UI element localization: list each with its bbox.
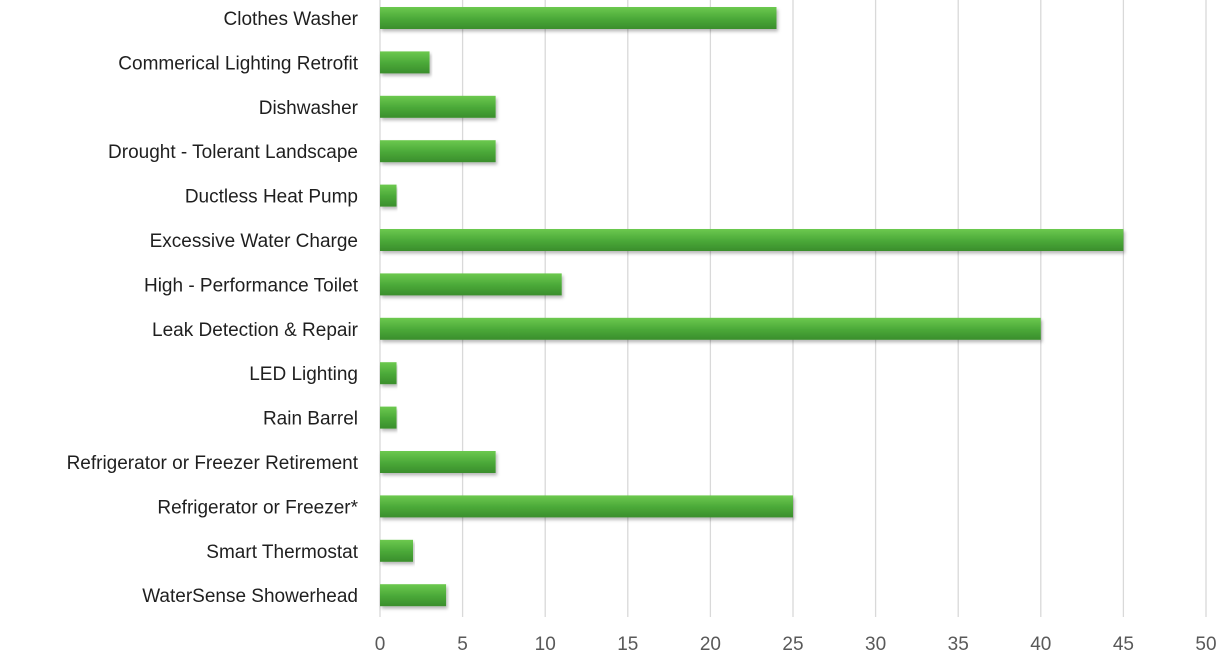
x-tick-label-20: 20	[700, 634, 721, 655]
category-label-0: Clothes Washer	[224, 9, 359, 30]
category-label-8: LED Lighting	[249, 364, 358, 385]
bar-12	[380, 539, 414, 562]
bar-9	[380, 406, 397, 429]
x-tick-label-5: 5	[457, 634, 468, 655]
category-label-10: Refrigerator or Freezer Retirement	[67, 453, 359, 474]
bar-6	[380, 273, 562, 296]
x-tick-label-45: 45	[1113, 634, 1134, 655]
bar-2	[380, 95, 496, 118]
gridlines	[379, 0, 1207, 617]
x-tick-label-0: 0	[375, 634, 386, 655]
category-label-3: Drought - Tolerant Landscape	[108, 142, 358, 163]
x-tick-label-35: 35	[948, 634, 969, 655]
x-tick-label-30: 30	[865, 634, 886, 655]
category-label-6: High - Performance Toilet	[144, 275, 359, 296]
category-label-13: WaterSense Showerhead	[142, 586, 358, 607]
x-tick-label-40: 40	[1030, 634, 1051, 655]
bar-1	[380, 51, 430, 74]
x-tick-label-10: 10	[535, 634, 556, 655]
bars	[380, 7, 1124, 607]
bar-8	[380, 362, 397, 385]
bar-5	[380, 229, 1124, 251]
category-label-7: Leak Detection & Repair	[152, 320, 359, 341]
bar-10	[380, 451, 496, 473]
category-label-4: Ductless Heat Pump	[185, 187, 358, 208]
bar-3	[380, 140, 496, 163]
category-label-5: Excessive Water Charge	[150, 231, 358, 252]
bar-4	[380, 184, 397, 207]
category-label-2: Dishwasher	[259, 98, 359, 119]
x-tick-label-50: 50	[1195, 634, 1216, 655]
category-label-1: Commerical Lighting Retrofit	[118, 53, 358, 74]
x-tick-label-15: 15	[617, 634, 638, 655]
category-label-12: Smart Thermostat	[206, 542, 358, 563]
category-label-9: Rain Barrel	[263, 409, 358, 430]
bar-13	[380, 584, 447, 607]
category-label-11: Refrigerator or Freezer*	[157, 497, 358, 518]
x-axis-tick-labels: 0 5 10 15 20 25 30 35 40 45 50	[375, 634, 1217, 655]
bar-7	[380, 317, 1041, 340]
bar-11	[380, 495, 793, 518]
category-labels: Clothes Washer Commerical Lighting Retrof…	[67, 9, 359, 607]
x-tick-label-25: 25	[782, 634, 803, 655]
bar-0	[380, 7, 777, 29]
